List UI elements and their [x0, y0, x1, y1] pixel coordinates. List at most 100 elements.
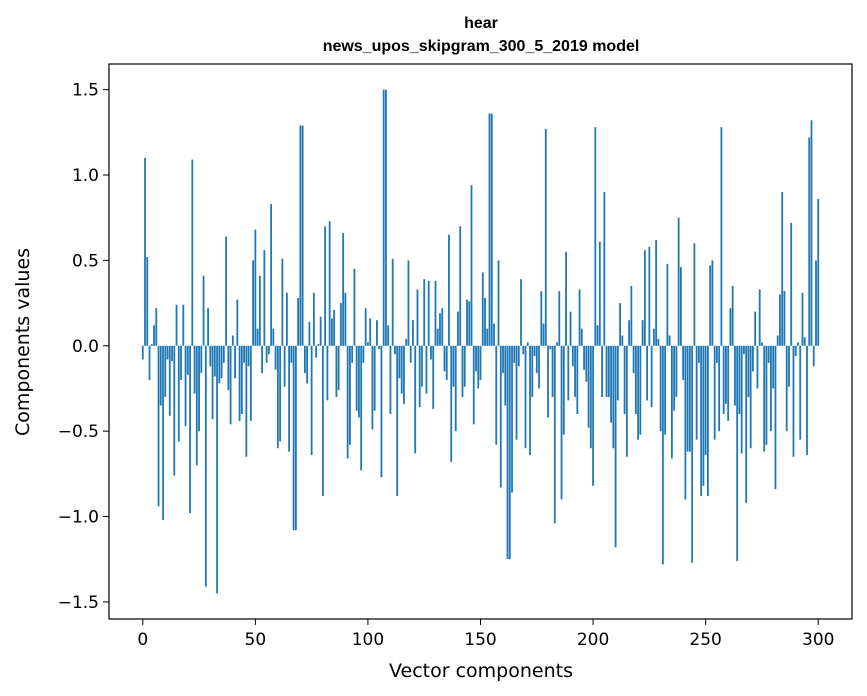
bar — [745, 345, 748, 503]
bar — [400, 345, 403, 394]
bar — [267, 345, 270, 355]
bar — [414, 345, 417, 454]
bar — [533, 345, 536, 357]
bar — [279, 345, 282, 442]
bar — [686, 345, 689, 452]
bar — [756, 345, 759, 389]
bar — [274, 345, 277, 370]
bar — [727, 345, 730, 421]
bar — [666, 263, 669, 346]
bar — [166, 345, 169, 360]
bar — [650, 345, 653, 408]
bar — [646, 345, 649, 401]
bar — [290, 345, 293, 363]
bar — [747, 345, 750, 397]
bar — [515, 345, 518, 440]
bar — [547, 345, 549, 418]
bar — [553, 345, 556, 524]
bar — [353, 268, 356, 346]
bar — [256, 328, 259, 346]
bar — [623, 345, 626, 415]
bar — [164, 345, 167, 397]
bar — [441, 308, 444, 346]
y-tick-label: 1.0 — [72, 166, 99, 186]
bar — [695, 345, 698, 440]
bar — [691, 345, 694, 563]
chart-subtitle: news_upos_skipgram_300_5_2019 model — [323, 38, 640, 55]
bar — [808, 137, 811, 346]
bar — [634, 345, 637, 415]
bar — [430, 345, 432, 360]
bar — [493, 323, 495, 346]
bar — [358, 345, 360, 418]
bar — [283, 345, 286, 387]
bar — [472, 345, 475, 425]
bar — [198, 345, 200, 432]
bar — [630, 286, 633, 346]
bar — [310, 345, 313, 456]
bar — [682, 345, 685, 380]
y-tick-label: 1.5 — [72, 81, 99, 101]
bar — [299, 125, 302, 346]
x-tick-label: 50 — [245, 630, 267, 650]
bar — [558, 291, 561, 346]
bar — [763, 345, 766, 452]
bar — [702, 345, 705, 486]
bar — [398, 345, 401, 379]
bar — [761, 342, 763, 346]
bar — [531, 345, 534, 397]
bar — [193, 345, 196, 394]
bar — [418, 345, 421, 408]
bar — [806, 345, 808, 456]
bar — [249, 345, 252, 421]
y-axis: 1.5 1.0 0.5 0.0 −0.5 −1.0 −1.5 — [58, 81, 109, 613]
bar — [405, 338, 408, 346]
bar — [225, 236, 227, 346]
bar — [526, 342, 529, 346]
bar — [157, 345, 160, 507]
bar — [603, 192, 606, 346]
bar — [367, 342, 369, 346]
x-axis: 0 50 100 150 200 250 300 — [137, 619, 834, 650]
bar — [513, 345, 516, 363]
bar — [576, 345, 579, 415]
bar — [700, 345, 703, 497]
bar — [522, 345, 525, 355]
bar — [785, 345, 788, 432]
x-tick-label: 200 — [577, 630, 609, 650]
bar — [661, 345, 664, 565]
bar — [688, 345, 691, 452]
bar — [394, 345, 396, 355]
bar — [324, 226, 327, 346]
bar — [229, 345, 232, 425]
bar — [333, 309, 336, 346]
bar — [168, 345, 171, 416]
bar — [382, 89, 385, 346]
bar — [684, 345, 687, 500]
chart-title: hear — [464, 15, 498, 32]
bar — [704, 345, 707, 456]
bar — [301, 125, 304, 346]
bar — [486, 328, 489, 346]
bar — [774, 345, 777, 490]
bar — [342, 233, 345, 346]
bar — [817, 198, 820, 346]
bar — [812, 345, 815, 367]
bar — [425, 345, 428, 394]
y-axis-label: Components values — [12, 248, 34, 436]
bar — [535, 345, 538, 374]
bar — [195, 345, 198, 466]
bar — [391, 258, 394, 346]
bar-series — [141, 89, 820, 594]
bar — [655, 239, 658, 346]
x-tick-label: 0 — [137, 630, 148, 650]
bar — [628, 320, 630, 346]
bar — [234, 345, 236, 379]
bar — [752, 345, 754, 372]
bar — [445, 345, 448, 380]
bar — [616, 345, 619, 401]
bar — [585, 345, 588, 382]
bar — [306, 345, 309, 384]
bar — [639, 345, 642, 435]
